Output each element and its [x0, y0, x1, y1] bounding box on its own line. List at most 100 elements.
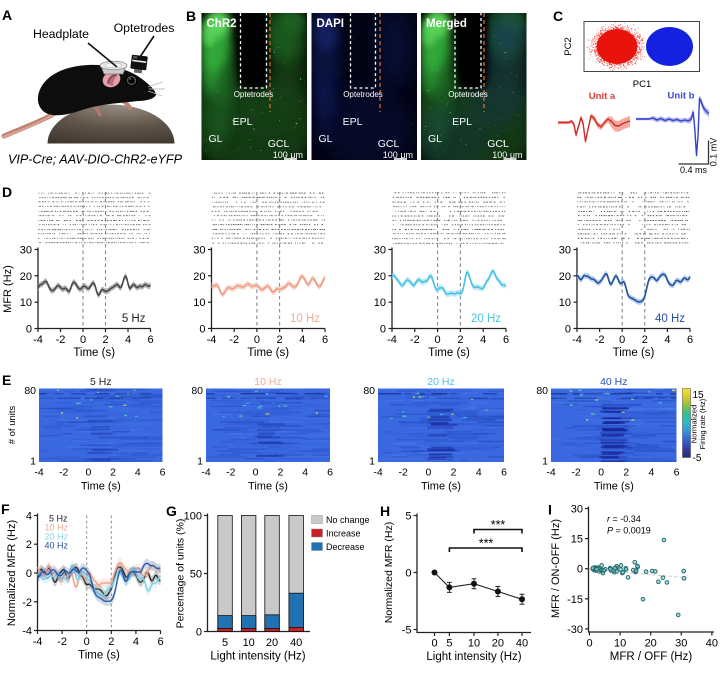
svg-text:20: 20 — [374, 271, 386, 283]
svg-text:Optetrodes: Optetrodes — [234, 90, 274, 99]
svg-text:Headplate: Headplate — [33, 27, 89, 41]
svg-text:2: 2 — [642, 334, 648, 346]
svg-text:Normalized MFR (Hz): Normalized MFR (Hz) — [383, 522, 395, 624]
svg-text:Firing rate (Hz): Firing rate (Hz) — [698, 398, 707, 449]
svg-text:5 Hz: 5 Hz — [90, 376, 112, 388]
svg-text:20: 20 — [266, 637, 278, 649]
svg-text:-2: -2 — [410, 334, 420, 346]
svg-text:Merged: Merged — [426, 18, 467, 30]
svg-text:2: 2 — [110, 467, 116, 479]
svg-text:80: 80 — [363, 385, 375, 397]
svg-text:0: 0 — [405, 568, 411, 580]
svg-text:4: 4 — [480, 334, 486, 346]
svg-text:30: 30 — [559, 245, 571, 257]
svg-text:6: 6 — [327, 467, 333, 479]
svg-text:20: 20 — [492, 638, 504, 650]
svg-text:6: 6 — [687, 334, 693, 346]
svg-text:2: 2 — [623, 467, 629, 479]
svg-text:0: 0 — [586, 638, 592, 650]
svg-text:0.4 ms: 0.4 ms — [680, 165, 708, 175]
svg-text:0: 0 — [435, 334, 441, 346]
svg-text:-4: -4 — [546, 467, 555, 479]
svg-text:40 Hz: 40 Hz — [655, 313, 685, 325]
svg-text:-2: -2 — [399, 467, 408, 479]
svg-text:Time (s): Time (s) — [78, 650, 120, 662]
svg-text:40: 40 — [516, 638, 528, 650]
svg-text:GL: GL — [428, 133, 442, 145]
svg-text:80: 80 — [24, 385, 36, 397]
svg-text:Increase: Increase — [326, 529, 361, 539]
svg-text:No change: No change — [326, 515, 370, 525]
svg-text:I: I — [548, 502, 552, 518]
svg-text:6: 6 — [674, 467, 680, 479]
svg-text:40: 40 — [706, 638, 718, 650]
svg-text:10 Hz: 10 Hz — [45, 523, 69, 533]
svg-text:Unit a: Unit a — [589, 91, 616, 102]
svg-text:4: 4 — [125, 334, 131, 346]
svg-text:30: 30 — [193, 245, 205, 257]
svg-text:10: 10 — [614, 638, 626, 650]
svg-text:100 μm: 100 μm — [383, 150, 413, 160]
svg-text:PC2: PC2 — [563, 37, 574, 55]
svg-text:6: 6 — [501, 467, 507, 479]
svg-text:2: 2 — [277, 467, 283, 479]
svg-text:5 Hz: 5 Hz — [49, 514, 68, 524]
svg-text:Optetrodes: Optetrodes — [448, 90, 488, 99]
svg-text:0: 0 — [199, 324, 205, 336]
svg-text:1: 1 — [197, 456, 203, 468]
svg-text:Unit b: Unit b — [668, 91, 695, 102]
svg-text:-2: -2 — [595, 334, 605, 346]
svg-text:4: 4 — [133, 636, 139, 648]
svg-text:DAPI: DAPI — [317, 18, 344, 30]
svg-text:20: 20 — [193, 271, 205, 283]
svg-text:-2: -2 — [56, 334, 66, 346]
svg-text:Time (s): Time (s) — [428, 347, 470, 359]
svg-text:10: 10 — [559, 297, 571, 309]
svg-text:F: F — [1, 501, 10, 517]
svg-text:GL: GL — [318, 133, 332, 145]
svg-text:C: C — [553, 8, 563, 24]
svg-text:1: 1 — [542, 456, 548, 468]
svg-text:0: 0 — [253, 467, 259, 479]
svg-text:80: 80 — [191, 385, 203, 397]
svg-text:4: 4 — [299, 334, 305, 346]
svg-text:50: 50 — [190, 569, 202, 581]
svg-text:5 Hz: 5 Hz — [122, 313, 146, 325]
svg-text:EPL: EPL — [233, 116, 253, 128]
svg-text:6: 6 — [160, 467, 166, 479]
svg-text:4: 4 — [302, 467, 308, 479]
svg-text:0: 0 — [85, 467, 91, 479]
svg-text:1: 1 — [30, 456, 36, 468]
svg-text:6: 6 — [503, 334, 509, 346]
svg-text:30: 30 — [675, 638, 687, 650]
svg-text:0: 0 — [598, 467, 604, 479]
svg-text:-4: -4 — [207, 334, 217, 346]
svg-text:GL: GL — [208, 133, 222, 145]
svg-text:GCL: GCL — [268, 138, 290, 150]
svg-text:4: 4 — [476, 467, 482, 479]
svg-text:4: 4 — [664, 334, 670, 346]
svg-text:-30: -30 — [567, 624, 583, 636]
svg-text:20 Hz: 20 Hz — [45, 532, 69, 542]
svg-text:0: 0 — [26, 568, 32, 580]
svg-text:0: 0 — [431, 638, 437, 650]
svg-text:30: 30 — [571, 504, 583, 516]
svg-text:10: 10 — [193, 297, 205, 309]
svg-text:-5: -5 — [693, 453, 702, 464]
svg-text:MFR / OFF (Hz): MFR / OFF (Hz) — [610, 651, 693, 663]
svg-text:r = -0.34: r = -0.34 — [607, 514, 641, 524]
svg-text:Decrease: Decrease — [326, 542, 365, 552]
svg-text:GCL: GCL — [378, 138, 400, 150]
svg-text:-4: -4 — [22, 626, 32, 638]
svg-text:-4: -4 — [201, 467, 210, 479]
svg-text:-2: -2 — [57, 636, 67, 648]
svg-text:-5: -5 — [402, 625, 412, 637]
svg-text:10 Hz: 10 Hz — [254, 376, 281, 388]
svg-text:10: 10 — [468, 638, 480, 650]
svg-text:GCL: GCL — [487, 138, 509, 150]
svg-text:40 Hz: 40 Hz — [600, 376, 627, 388]
svg-text:0: 0 — [254, 334, 260, 346]
svg-text:40: 40 — [290, 637, 302, 649]
svg-text:2: 2 — [451, 467, 457, 479]
svg-text:E: E — [2, 372, 11, 388]
